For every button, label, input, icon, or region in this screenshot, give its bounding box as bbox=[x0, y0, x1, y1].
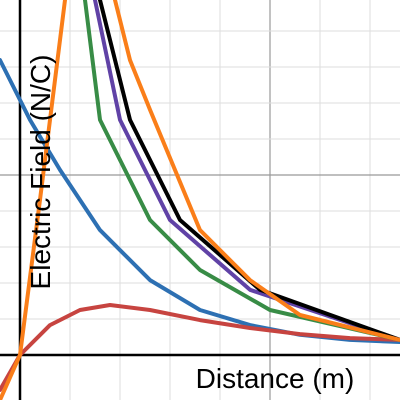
x-axis-label: Distance (m) bbox=[196, 363, 355, 394]
curve bbox=[83, 0, 400, 342]
curve bbox=[0, 303, 400, 392]
curve bbox=[93, 0, 400, 342]
curve bbox=[98, 0, 400, 342]
curve bbox=[0, 58, 400, 344]
y-axis-label: Electric Field (N/C) bbox=[25, 55, 56, 290]
